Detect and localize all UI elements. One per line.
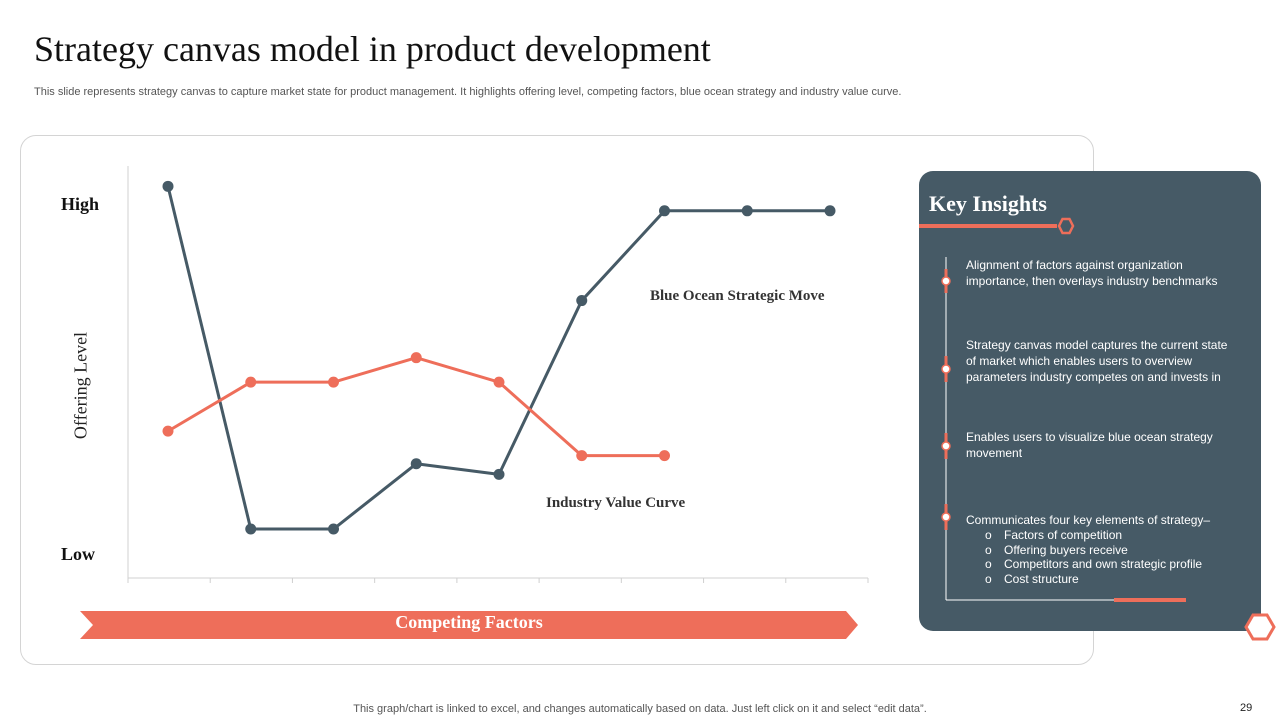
y-axis-low-label: Low [61, 544, 96, 564]
strategy-elements-list: o Factors of competition o Offering buyers… [966, 528, 1238, 586]
series-label-industry-value: Industry Value Curve [546, 495, 686, 511]
panel-decorations [919, 217, 1186, 602]
insight-item-1: Alignment of factors against organizatio… [966, 258, 1218, 288]
timeline-marker-3 [941, 433, 951, 459]
data-point [576, 450, 588, 462]
chart-card[interactable] [20, 135, 1094, 665]
list-item: o Competitors and own strategic profile [985, 557, 1203, 571]
series-line-1 [167, 356, 665, 458]
insight-item-2: Strategy canvas model captures the curre… [966, 338, 1228, 384]
timeline-marker-4 [941, 504, 951, 530]
data-point [659, 450, 670, 462]
footer-note: This graph/chart is linked to excel, and… [353, 703, 927, 715]
data-point [162, 425, 174, 437]
hexagon-icon [1057, 217, 1075, 235]
data-point [493, 376, 505, 388]
chart-series [162, 180, 836, 535]
data-point [576, 295, 588, 307]
data-point [328, 376, 339, 388]
y-axis-high-label: High [61, 194, 100, 214]
bullet-icon: o [985, 557, 992, 571]
bullet-icon: o [985, 571, 992, 586]
y-axis-title: Offering Level [70, 331, 91, 440]
list-item: o Factors of competition [985, 528, 1123, 542]
data-point [741, 205, 753, 217]
data-point [245, 376, 257, 388]
insight-item-3: Enables users to visualize blue ocean st… [966, 430, 1213, 460]
data-point [328, 523, 339, 535]
data-point [245, 523, 257, 535]
list-item: o Offering buyers receive [985, 542, 1128, 557]
corner-hexagon-icon [1244, 613, 1276, 641]
data-point [410, 458, 422, 470]
data-point [162, 180, 174, 192]
key-insights-panel: Key Insights Alignment of factors agains… [919, 171, 1261, 631]
page-number: 29 [1240, 702, 1253, 714]
bullet-icon: o [985, 542, 992, 557]
x-axis-title: Competing Factors [395, 612, 543, 632]
key-insights-title: Key Insights [929, 191, 1047, 216]
data-point [410, 352, 422, 364]
data-point [493, 468, 505, 480]
insight-item-4-text: Communicates four key elements of strate… [966, 513, 1211, 527]
slide-title: Strategy canvas model in product develop… [34, 29, 711, 69]
chart-axes [127, 166, 869, 583]
slide-subtitle: This slide represents strategy canvas to… [34, 86, 902, 98]
data-point [824, 205, 836, 217]
competing-factors-banner [80, 611, 858, 639]
list-item: o Cost structure [985, 571, 1079, 586]
timeline-marker-1 [941, 269, 951, 293]
series-label-blue-ocean: Blue Ocean Strategic Move [650, 288, 825, 304]
timeline-marker-2 [941, 356, 951, 382]
bullet-icon: o [985, 528, 992, 542]
data-point [659, 205, 670, 217]
insight-item-4: Communicates four key elements of strate… [966, 512, 1238, 586]
